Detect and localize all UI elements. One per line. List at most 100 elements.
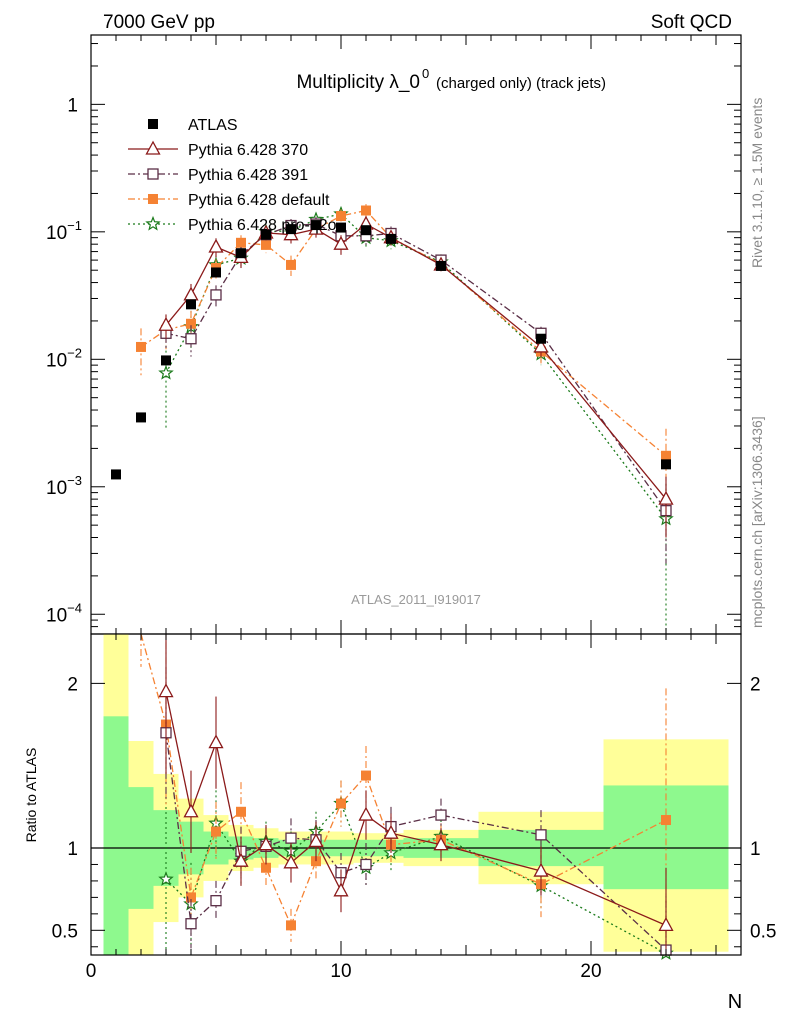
data-point <box>361 225 371 236</box>
ratio-point <box>208 734 224 749</box>
data-point <box>658 490 674 505</box>
data-point <box>236 248 246 259</box>
ratio-point <box>361 770 371 781</box>
ratio-point <box>658 917 674 932</box>
x-tick-label: 10 <box>330 961 351 982</box>
data-point <box>333 235 349 250</box>
legend-marker <box>147 168 159 180</box>
ratio-point <box>261 862 271 873</box>
ratio-point <box>383 824 399 839</box>
legend-marker <box>148 119 158 129</box>
data-point <box>311 220 321 231</box>
ratio-point <box>333 882 349 897</box>
chart-title-sup: 0 <box>422 66 429 81</box>
data-point <box>336 211 346 222</box>
ratio-y-tick-label-right: 1 <box>750 839 761 860</box>
main-panel: Multiplicity λ_0 0 (charged only) (track… <box>46 34 742 635</box>
ratio-y-tick-label-right: 2 <box>750 674 761 695</box>
data-point <box>208 238 224 253</box>
y-tick-label: 1 <box>67 95 78 116</box>
legend-label: ATLAS <box>188 117 238 134</box>
ratio-point <box>258 836 274 851</box>
ratio-point <box>435 809 447 821</box>
legend-label: Pythia 6.428 391 <box>188 167 308 184</box>
ratio-point <box>285 832 297 844</box>
data-point <box>210 289 222 301</box>
legend-entry-atlas: ATLAS <box>148 117 238 134</box>
y-tick-label: 10−1 <box>46 218 82 244</box>
data-point <box>536 333 546 344</box>
ratio-point <box>433 836 449 851</box>
ratio-y-tick-label: 0.5 <box>52 921 78 942</box>
ratio-series-p370 <box>158 634 674 955</box>
ratio-point <box>358 806 374 821</box>
legend-marker <box>145 140 161 155</box>
data-point <box>136 412 146 423</box>
data-point <box>261 229 271 240</box>
ratio-point <box>185 918 197 930</box>
chart-title-main: Multiplicity λ_0 <box>296 72 420 93</box>
data-point <box>533 338 549 353</box>
series-atlas <box>111 220 671 480</box>
ratio-ylabel: Ratio to ATLAS <box>23 748 39 843</box>
data-point <box>211 267 221 278</box>
ratio-point <box>535 829 547 841</box>
data-point <box>661 459 671 470</box>
data-point <box>158 364 174 380</box>
x-tick-label: 0 <box>86 961 97 982</box>
data-point <box>183 286 199 301</box>
ratio-y-tick-label: 2 <box>67 674 78 695</box>
data-point <box>185 333 197 345</box>
legend-label: Pythia 6.428 370 <box>188 142 308 159</box>
y-tick-label: 10−3 <box>46 473 82 499</box>
side-label-top: Rivet 3.1.10, ≥ 1.5M events <box>749 98 765 268</box>
ratio-point <box>360 858 372 871</box>
data-point <box>386 233 396 244</box>
chart-title-suffix: (charged only) (track jets) <box>436 75 606 92</box>
ratio-y-tick-label: 1 <box>67 839 78 860</box>
data-point <box>186 299 196 310</box>
header-right: Soft QCD <box>651 12 732 33</box>
legend-label: Pythia 6.428 default <box>188 192 330 209</box>
data-point <box>111 469 121 480</box>
ratio-point <box>210 895 222 907</box>
data-point <box>136 341 146 352</box>
legend-entry-p370: Pythia 6.428 370 <box>128 140 308 159</box>
ratio-point <box>236 806 246 817</box>
ratio-point <box>661 815 671 826</box>
ratio-point <box>308 833 324 848</box>
data-point <box>161 355 171 366</box>
watermark: ATLAS_2011_I919017 <box>351 592 481 607</box>
legend-marker <box>145 215 161 231</box>
ratio-point <box>533 862 549 877</box>
ratio-point <box>211 826 221 837</box>
series-line-pdefault <box>140 209 667 457</box>
data-point <box>286 224 296 235</box>
legend-label: Pythia 6.428 pro-q2o <box>188 217 337 234</box>
ratio-line-pdefault <box>140 633 667 928</box>
ratio-point <box>158 683 174 698</box>
ratio-point <box>183 803 199 818</box>
ratio-y-tick-label-right: 0.5 <box>750 921 776 942</box>
series-p391 <box>160 216 672 564</box>
series-pro_q2o <box>158 205 674 634</box>
data-point <box>661 450 671 461</box>
y-tick-label: 10−4 <box>46 600 82 626</box>
ratio-point <box>283 854 299 869</box>
y-tick-label: 10−2 <box>46 345 82 371</box>
data-point <box>436 260 446 271</box>
legend-marker <box>148 194 158 204</box>
uncertainty-band-inner <box>103 716 129 955</box>
ratio-point <box>233 852 249 867</box>
x-tick-label: 20 <box>580 961 601 982</box>
ratio-point <box>286 920 296 931</box>
data-point <box>186 318 196 329</box>
legend-entry-p391: Pythia 6.428 391 <box>128 167 308 184</box>
ratio-point <box>186 892 196 903</box>
legend-entry-pro_q2o: Pythia 6.428 pro-q2o <box>128 215 337 234</box>
ratio-point <box>158 871 174 886</box>
side-label-bottom: mcplots.cern.ch [arXiv:1306.3436] <box>749 416 765 628</box>
data-point <box>236 237 246 248</box>
data-point <box>286 259 296 270</box>
